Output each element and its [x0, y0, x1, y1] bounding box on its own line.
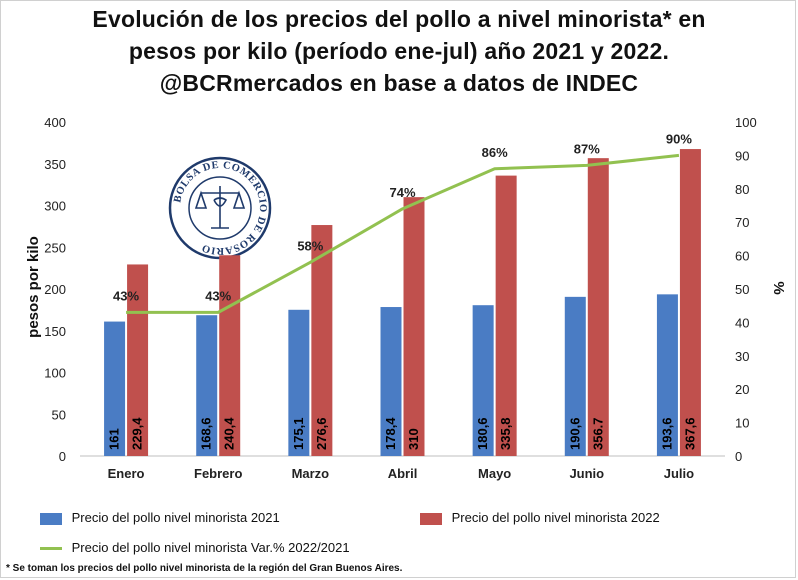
- bar-value-label: 190,6: [567, 417, 582, 450]
- bar-2021: [196, 315, 218, 456]
- legend-label-var: Precio del pollo nivel minorista Var.% 2…: [71, 540, 350, 555]
- x-tick-label: Julio: [664, 466, 694, 481]
- legend-swatch-var: [40, 547, 62, 551]
- var-point-label: 43%: [205, 288, 231, 303]
- y-axis-right: 0 10 20 30 40 50 60 70 80 90 100: [735, 115, 757, 464]
- bar-2022: [495, 175, 517, 456]
- bar-series: [104, 149, 701, 456]
- bar-2022: [311, 225, 333, 456]
- bar-2021: [380, 307, 402, 456]
- y2-tick-label: 30: [735, 349, 749, 364]
- bar-value-label: 367,6: [682, 417, 697, 450]
- chart-title-line-1: Evolución de los precios del pollo a niv…: [92, 6, 706, 32]
- y-tick-label: 250: [44, 240, 66, 255]
- y-tick-label: 150: [44, 324, 66, 339]
- y2-tick-label: 40: [735, 315, 749, 330]
- y2-axis-title: %: [770, 281, 787, 294]
- bar-value-label: 193,6: [659, 417, 674, 450]
- bar-2021: [288, 309, 310, 456]
- bolsa-seal-watermark: BOLSA DE COMERCIO DE ROSARIO: [168, 156, 272, 260]
- y-tick-label: 350: [44, 157, 66, 172]
- bar-value-label: 276,6: [314, 417, 329, 450]
- legend-label-2021: Precio del pollo nivel minorista 2021: [71, 510, 280, 525]
- var-point-label: 90%: [666, 131, 692, 146]
- y2-tick-label: 0: [735, 449, 742, 464]
- y-tick-label: 0: [59, 449, 66, 464]
- y2-tick-label: 100: [735, 115, 757, 130]
- y2-tick-label: 80: [735, 182, 749, 197]
- y2-tick-label: 20: [735, 382, 749, 397]
- bar-value-label: 180,6: [475, 417, 490, 450]
- x-tick-label: Enero: [108, 466, 145, 481]
- x-tick-label: Abril: [388, 466, 418, 481]
- x-tick-label: Junio: [569, 466, 604, 481]
- y2-tick-label: 70: [735, 215, 749, 230]
- var-point-label: 58%: [297, 238, 323, 253]
- bar-value-label: 175,1: [291, 417, 306, 450]
- bar-2022: [403, 197, 425, 456]
- legend-item-2022: Precio del pollo nivel minorista 2022: [420, 510, 660, 525]
- bar-2021: [472, 305, 494, 456]
- x-tick-label: Febrero: [194, 466, 242, 481]
- bar-2022: [587, 158, 609, 456]
- bar-value-label: 178,4: [383, 417, 398, 450]
- bar-2021: [564, 296, 586, 456]
- bar-value-label: 356.7: [590, 417, 605, 450]
- var-line-labels: 43% 43% 58% 74% 86% 87% 90%: [113, 131, 692, 303]
- x-tick-label: Mayo: [478, 466, 511, 481]
- bar-2021: [104, 321, 126, 456]
- legend-swatch-2022: [420, 512, 442, 525]
- chart-title-line-3: @BCRmercados en base a datos de INDEC: [159, 70, 639, 96]
- y2-tick-label: 10: [735, 416, 749, 431]
- chart-title-line-2: pesos por kilo (período ene-jul) año 202…: [128, 38, 670, 64]
- chart-plot: BOLSA DE COMERCIO DE ROSARIO 05010015020…: [25, 115, 787, 481]
- y-tick-label: 200: [44, 282, 66, 297]
- bar-value-label: 310: [406, 428, 421, 450]
- x-axis-ticks: Enero Febrero Marzo Abril Mayo Junio Julio: [108, 466, 695, 481]
- bar-value-label: 240,4: [222, 417, 237, 450]
- var-line-series: [126, 153, 680, 314]
- bar-2022: [679, 149, 701, 456]
- y2-tick-label: 50: [735, 282, 749, 297]
- var-point-label: 86%: [482, 145, 508, 160]
- y-axis-title: pesos por kilo: [25, 236, 42, 338]
- y-tick-label: 300: [44, 199, 66, 214]
- var-point-label: 74%: [389, 185, 415, 200]
- seal-inner-ring: [188, 176, 252, 240]
- bar-value-label: 168,6: [199, 417, 214, 450]
- y-tick-label: 100: [44, 366, 66, 381]
- bar-value-label: 229,4: [130, 417, 145, 450]
- y2-tick-label: 60: [735, 249, 749, 264]
- legend-swatch-2021: [40, 512, 62, 525]
- var-point-label: 43%: [113, 288, 139, 303]
- var-line: [126, 153, 680, 314]
- x-tick-label: Marzo: [292, 466, 330, 481]
- legend-item-2021: Precio del pollo nivel minorista 2021: [40, 510, 280, 525]
- y2-tick-label: 90: [735, 148, 749, 163]
- y-axis-left: 0 50 100 150 200 250 300 350 400: [44, 115, 66, 464]
- bar-value-labels: 161 229,4 168,6 240,4 175,1 276,6 178,4 310 180,…: [107, 417, 698, 450]
- bar-2022: [219, 255, 241, 456]
- legend-item-var: Precio del pollo nivel minorista Var.% 2…: [40, 540, 350, 555]
- bar-value-label: 335,8: [498, 417, 513, 450]
- legend-label-2022: Precio del pollo nivel minorista 2022: [451, 510, 660, 525]
- bar-2021: [656, 294, 678, 456]
- footnote: * Se toman los precios del pollo nivel m…: [6, 563, 403, 574]
- seal-scales-icon: [194, 186, 246, 229]
- bar-value-label: 161: [107, 428, 122, 450]
- var-point-label: 87%: [574, 141, 600, 156]
- y-tick-label: 400: [44, 115, 66, 130]
- y-tick-label: 50: [52, 407, 66, 422]
